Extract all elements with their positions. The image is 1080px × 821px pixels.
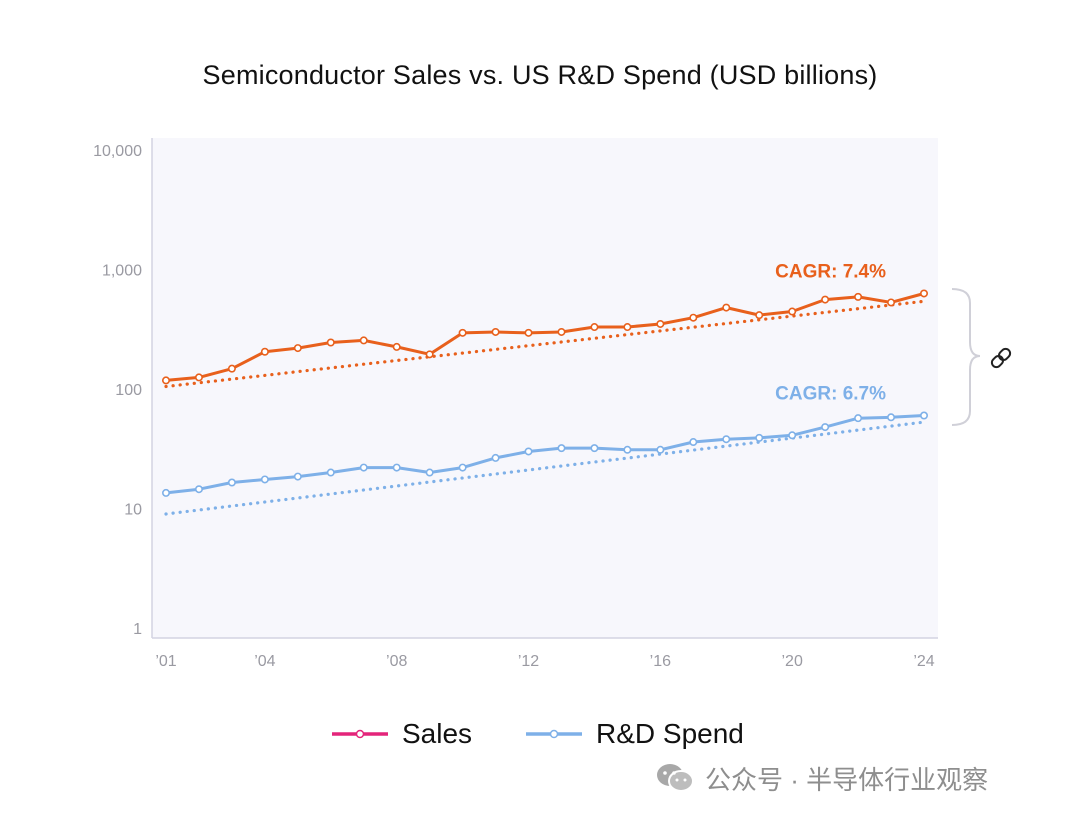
point-1-7 (392, 463, 401, 472)
point-0-3 (260, 347, 269, 356)
point-1-8 (425, 468, 434, 477)
x-tick-4: ’16 (650, 653, 671, 670)
point-1-13 (590, 444, 599, 453)
legend-label-rd-spend: R&D Spend (596, 718, 744, 749)
point-0-21 (854, 292, 863, 301)
point-0-14 (623, 323, 632, 332)
point-0-12 (557, 327, 566, 336)
point-1-21 (854, 414, 863, 423)
point-1-22 (887, 413, 896, 422)
y-tick-1: 10 (124, 502, 142, 519)
point-0-18 (755, 311, 764, 320)
point-1-18 (755, 433, 764, 442)
cagr-label-0: CAGR: 7.4% (775, 261, 886, 282)
y-tick-labels: 1 10 100 1,000 10,000 (93, 143, 142, 638)
chart-title: Semiconductor Sales vs. US R&D Spend (US… (202, 60, 878, 90)
bracket (951, 288, 981, 426)
point-1-3 (260, 475, 269, 484)
legend-item-rd-spend[interactable]: R&D Spend (524, 712, 744, 756)
point-0-22 (887, 298, 896, 307)
point-0-6 (359, 336, 368, 345)
point-1-1 (194, 485, 203, 494)
y-tick-2: 100 (115, 382, 142, 399)
point-1-9 (458, 463, 467, 472)
point-0-8 (425, 350, 434, 359)
point-0-15 (656, 319, 665, 328)
watermark: 公众号 · 半导体行业观察 (655, 760, 988, 796)
x-tick-6: ’24 (913, 653, 934, 670)
point-1-10 (491, 453, 500, 462)
point-0-1 (194, 373, 203, 382)
x-tick-2: ’08 (386, 653, 407, 670)
point-0-7 (392, 342, 401, 351)
point-1-12 (557, 444, 566, 453)
y-tick-0: 1 (133, 621, 142, 638)
y-tick-4: 10,000 (93, 143, 142, 160)
series-line-0 (165, 292, 925, 382)
point-1-15 (656, 445, 665, 454)
trend-line-1 (164, 420, 926, 516)
point-0-17 (722, 303, 731, 312)
point-1-19 (788, 431, 797, 440)
trend-lines (164, 299, 926, 516)
point-0-11 (524, 328, 533, 337)
series-line-1 (165, 414, 925, 495)
x-tick-5: ’20 (781, 653, 802, 670)
legend-item-sales[interactable]: Sales (330, 712, 472, 756)
point-0-0 (162, 376, 171, 385)
point-0-20 (821, 295, 830, 304)
legend-swatch-sales (332, 729, 388, 739)
point-1-2 (227, 478, 236, 487)
point-0-19 (788, 307, 797, 316)
point-0-13 (590, 323, 599, 332)
point-1-14 (623, 445, 632, 454)
point-1-23 (919, 411, 928, 420)
x-tick-0: ’01 (155, 653, 176, 670)
cagr-label-1: CAGR: 6.7% (775, 384, 886, 405)
point-0-10 (491, 327, 500, 336)
point-1-5 (326, 468, 335, 477)
point-0-4 (293, 344, 302, 353)
point-1-6 (359, 463, 368, 472)
point-0-9 (458, 328, 467, 337)
x-tick-1: ’04 (254, 653, 275, 670)
point-0-5 (326, 338, 335, 347)
point-1-11 (524, 447, 533, 456)
cagr-labels: CAGR: 7.4% CAGR: 6.7% (775, 261, 886, 404)
y-tick-3: 1,000 (102, 263, 142, 280)
point-0-23 (919, 289, 928, 298)
legend-label-sales: Sales (402, 718, 473, 749)
x-tick-3: ’12 (518, 653, 539, 670)
wechat-icon (657, 764, 694, 792)
point-1-4 (293, 472, 302, 481)
point-0-2 (227, 364, 236, 373)
point-1-0 (162, 488, 171, 497)
series-lines (165, 292, 925, 495)
legend-swatch-rd-spend (526, 729, 582, 739)
point-1-16 (689, 438, 698, 447)
point-1-17 (722, 435, 731, 444)
x-tick-labels: ’01 ’04 ’08 ’12 ’16 ’20 ’24 (155, 653, 934, 670)
trend-line-0 (164, 299, 926, 389)
legend: Sales R&D Spend (0, 712, 1080, 756)
link-icon (990, 347, 1012, 369)
watermark-text: 公众号 · 半导体行业观察 (705, 764, 989, 795)
plot-background (152, 138, 938, 638)
point-1-20 (821, 423, 830, 432)
point-0-16 (689, 313, 698, 322)
series-points (162, 289, 928, 497)
